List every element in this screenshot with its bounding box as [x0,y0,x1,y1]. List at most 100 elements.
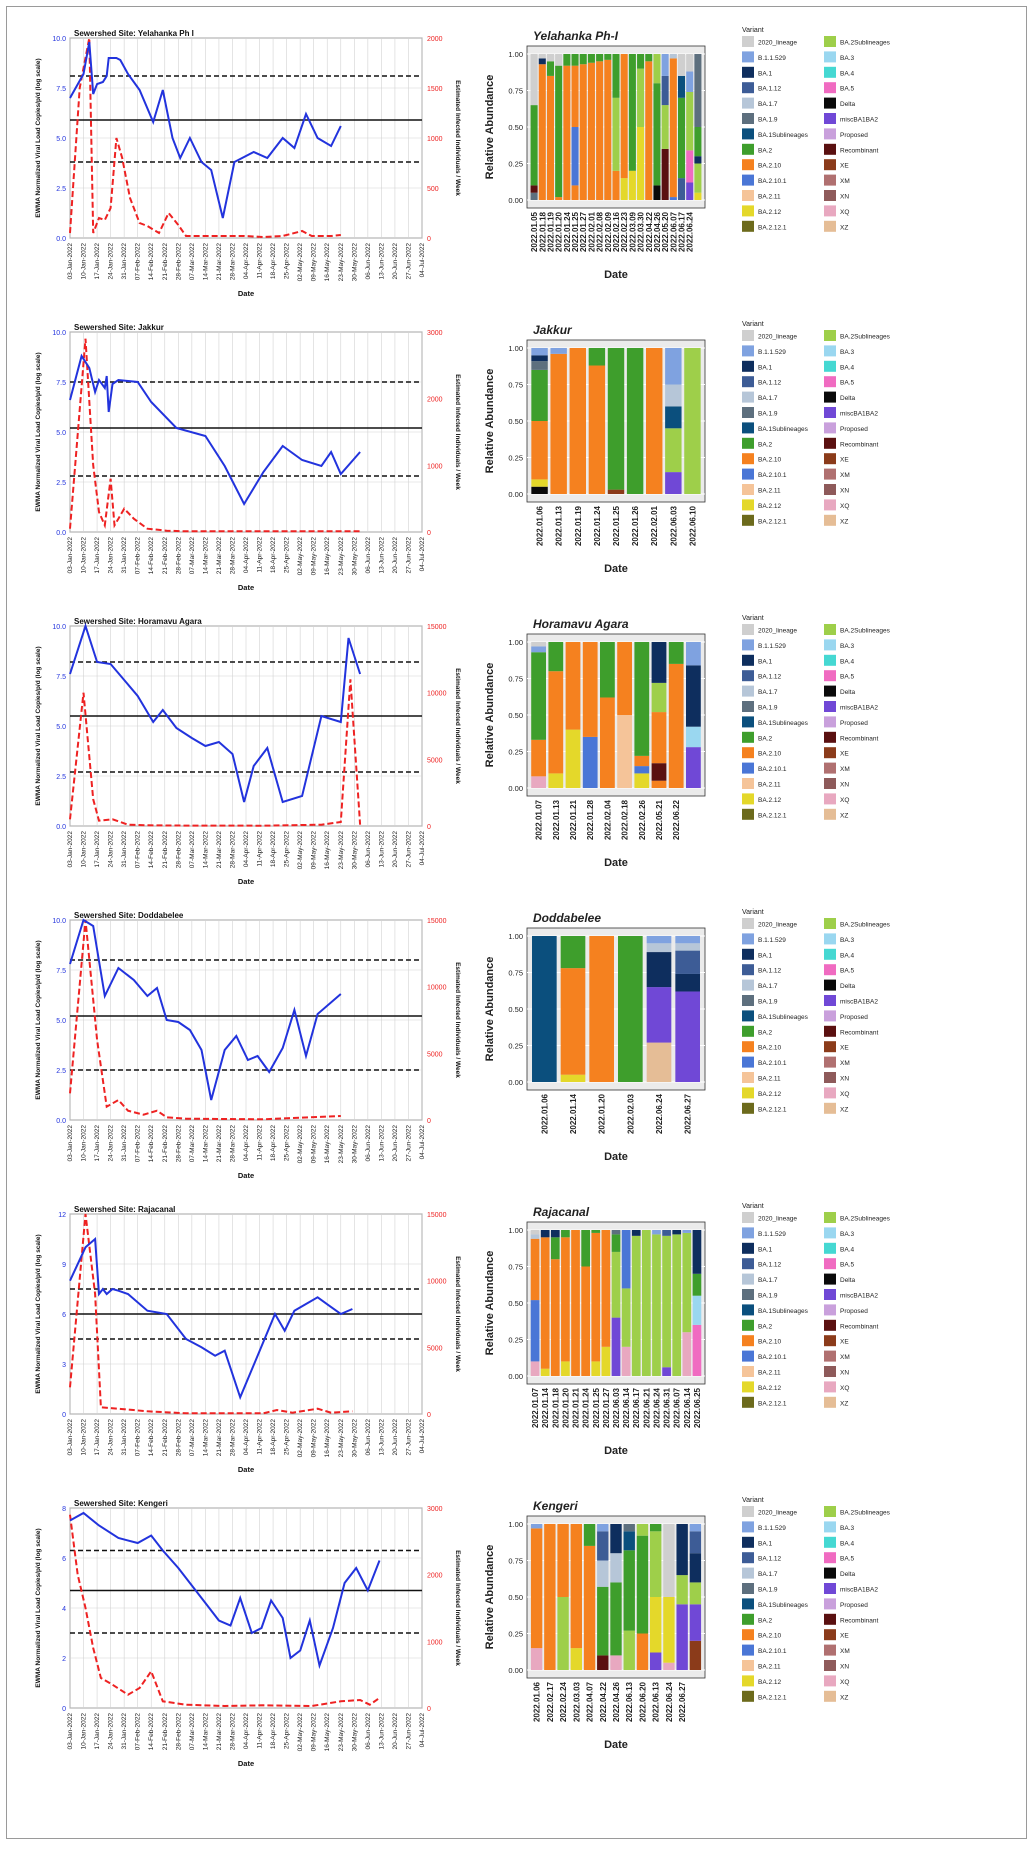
y-tick-label: 0.00 [508,196,523,205]
legend-swatch [742,716,754,728]
legend-label: BA.2.10 [758,751,782,758]
bar-segment-ba-2-10 [538,64,546,200]
x-tick-label: 11-Apr-2022 [257,1125,264,1161]
y-axis-label: EWMA Normalized Viral Load Copies/p/d (l… [35,646,42,805]
x-tick-label: 2022.02.24 [559,1681,568,1722]
y-tick-label: 2.5 [56,186,66,193]
x-tick-label: 27-Jun-2022 [405,1419,412,1456]
legend-swatch [742,1521,754,1533]
y2-tick-label: 10000 [427,1279,447,1286]
legend-label: BA.2.11 [758,782,781,789]
y2-tick-label: 0 [427,1118,431,1125]
legend-swatch [824,685,836,697]
legend-label: BA.1.9 [758,1293,778,1300]
x-tick-label: 28-Feb-2022 [175,1713,182,1751]
x-tick-label: 07-Feb-2022 [135,1419,142,1457]
right-chart-title: Rajacanal [533,1205,590,1219]
legend-swatch [742,1536,754,1548]
bar-segment-miscba1ba2 [611,1317,621,1376]
bar-segment-ba-2-12 [628,170,636,200]
bar-segment-ba-1 [651,642,667,683]
x-tick-label: 13-Jun-2022 [378,537,385,574]
legend-swatch [742,1335,754,1347]
legend-swatch [742,1227,754,1239]
legend-swatch [742,1304,754,1316]
x-tick-label: 13-Jun-2022 [378,831,385,868]
legend-swatch [824,82,836,94]
legend-label: miscBA1BA2 [840,1587,878,1594]
x-tick-label: 21-Mar-2022 [216,831,223,869]
bar-segment-2020-lineage [538,54,546,59]
legend-swatch [742,1242,754,1254]
x-tick-label: 2022.01.05 [530,211,539,252]
legend-label: BA.1 [758,1540,772,1547]
right-chart-0: Yelahanka Ph-I 0.00 0.25 0.50 0.75 1.00 2022.0… [484,29,706,281]
legend-label: BA.2.10 [758,1045,782,1052]
x-tick-label: 2022.06.24 [652,1387,661,1428]
x-tick-label: 28-Feb-2022 [175,831,182,869]
x-tick-label: 2022.05.20 [661,211,670,252]
bar-segment-ba-2-10-1 [634,766,650,774]
right-chart-1: Jakkur 0.00 0.25 0.50 0.75 1.00 2022.01.06 2022… [484,323,706,575]
legend-label: BA.1.9 [758,705,778,712]
legend-swatch [742,499,754,511]
y-tick-label: 0.0 [56,236,66,243]
x-tick-label: 27-Jun-2022 [405,1125,412,1162]
legend-swatch [824,964,836,976]
x-tick-label: 06-Jun-2022 [365,537,372,574]
x-tick-label: 2022.06.24 [665,1681,674,1722]
x-tick-label: 21-Mar-2022 [216,1419,223,1457]
legend-label: BA.4 [840,364,854,371]
x-tick-label: 10-Jan-2022 [81,1713,88,1750]
legend-label: 2020_lineage [758,922,797,929]
bar-segment-ba-2sublineages [623,1630,635,1670]
right-chart-title: Jakkur [533,323,573,337]
bar-segment-ba-2sublineages [652,1234,661,1376]
x-tick-label: 09-May-2022 [311,537,318,576]
legend-swatch [742,731,754,743]
y-axis-label: Relative Abundance [484,369,496,474]
bar-segment-ba-2sublineages [631,1235,641,1376]
left-chart-title: Sewershed Site: Rajacanal [74,1205,175,1214]
x-tick-label: 2022.01.07 [531,1387,540,1428]
legend-label: XM [840,178,850,185]
bar-segment-ba-2 [546,61,554,76]
bar-segment-xq [682,1332,692,1376]
legend-label: BA.5 [840,674,854,681]
variant-legend-2: Variant 2020_lineage B.1.1.529 BA.1 BA.1.12 B… [742,615,891,820]
legend-swatch [742,1350,754,1362]
legend-swatch [824,1629,836,1641]
x-tick-label: 25-Apr-2022 [284,831,291,868]
x-tick-label: 24-Jan-2022 [108,1419,115,1456]
bar-segment-ba-2-10 [620,54,628,179]
x-tick-label: 14-Feb-2022 [148,1125,155,1163]
x-tick-label: 10-Jan-2022 [81,243,88,280]
bar-segment-miscba1ba2 [689,1604,702,1641]
legend-label: XM [840,766,850,773]
bar-segment-ba-1-9 [611,1230,621,1235]
legend-label: BA.1 [758,1246,772,1253]
x-axis-label: Date [604,1151,628,1163]
legend-swatch [742,964,754,976]
bar-segment-ba-2 [628,54,636,171]
y-tick-label: 10.0 [52,330,66,337]
x-tick-label: 2022.06.22 [672,799,681,840]
bar-segment-ba-2 [563,54,571,66]
legend-label: BA.1Sublineages [758,1014,809,1021]
legend-swatch [824,1396,836,1408]
legend-label: BA.1.7 [758,689,778,696]
y2-tick-label: 1000 [427,1639,443,1646]
legend-swatch [824,1102,836,1114]
legend-swatch [824,1025,836,1037]
legend-label: B.1.1.529 [758,1231,786,1238]
bar-segment-ba-2-12 [650,1597,662,1653]
bar-segment-ba-2-12 [694,192,702,200]
y2-tick-label: 0 [427,824,431,831]
legend-label: XZ [840,518,848,525]
legend-swatch [824,793,836,805]
bar-segment-ba-2 [650,1524,662,1532]
legend-swatch [742,1629,754,1641]
x-tick-label: 17-Jan-2022 [94,1713,101,1750]
x-axis-label: Date [604,857,628,869]
